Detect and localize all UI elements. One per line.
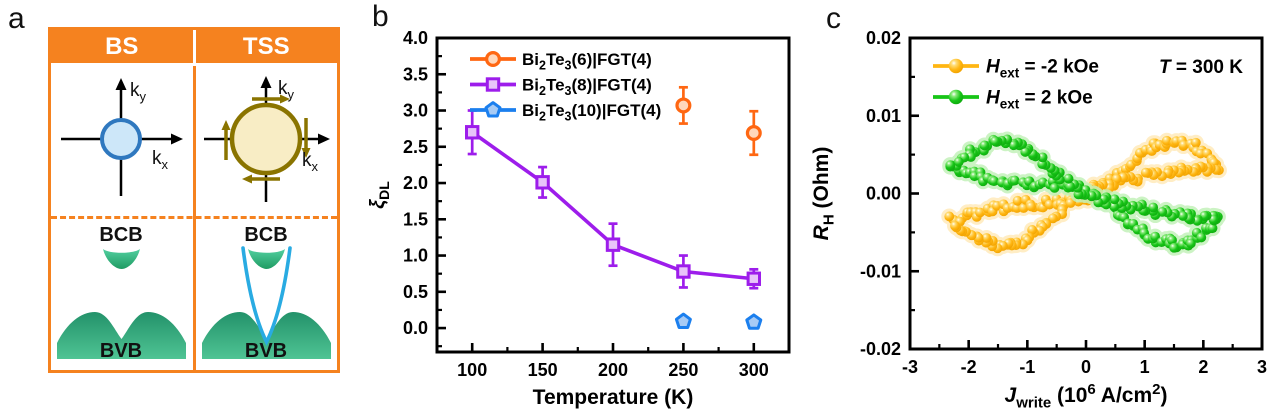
y-tick-label: 0.01 bbox=[866, 106, 901, 126]
x-tick-label: 1 bbox=[1140, 357, 1150, 377]
bs-fermi-circle bbox=[100, 118, 142, 160]
x-tick-label: 150 bbox=[528, 360, 558, 380]
dirac-cone-parabola bbox=[241, 246, 292, 347]
series-1 bbox=[465, 109, 762, 290]
bs-band-diagram: BCB BVB bbox=[57, 224, 186, 362]
tss-band-diagram: BCB BVB bbox=[202, 224, 331, 362]
legend-label: Bi2Te3(8)|FGT(4) bbox=[522, 76, 652, 98]
panel-a-table: BS TSS ky kx bbox=[48, 27, 340, 373]
y-tick-label: 1.5 bbox=[403, 209, 428, 229]
panel-a-body: ky kx bbox=[51, 66, 337, 370]
chart-xi-vs-temperature: 100 150 200 250 300 0.0 0.5 1.0 1.5 2.0 2.5 3.0 3.5 4… bbox=[367, 28, 791, 409]
kx-axis-arrow bbox=[318, 133, 330, 145]
y-tick-label: 0.02 bbox=[866, 28, 901, 48]
legend: Hext = -2 kOe Hext = 2 kOe bbox=[933, 57, 1099, 112]
panel-a-header-row: BS TSS bbox=[51, 30, 337, 66]
x-tick-label: -1 bbox=[1019, 357, 1035, 377]
tss-fermi-circle bbox=[229, 102, 303, 176]
y-tick-label: 4.0 bbox=[403, 28, 428, 48]
ky-label: ky bbox=[130, 80, 147, 104]
series-2 bbox=[674, 312, 763, 330]
x-tick-label: 2 bbox=[1198, 357, 1208, 377]
x-tick-label: -3 bbox=[902, 357, 918, 377]
bcb-label: BCB bbox=[99, 224, 142, 246]
legend-label: Bi2Te3(6)|FGT(4) bbox=[522, 50, 652, 72]
series-1-markers bbox=[945, 134, 1223, 253]
bs-kspace-diagram: ky kx bbox=[61, 78, 183, 196]
kx-axis-arrow bbox=[171, 133, 183, 145]
bvb-mountain bbox=[202, 312, 331, 359]
y-tick-label: -0.01 bbox=[860, 261, 901, 281]
tss-kspace-diagram: ky kx bbox=[204, 76, 330, 202]
tss-band-cell: BCB BVB bbox=[196, 219, 337, 370]
y-tick-label: 2.5 bbox=[403, 137, 428, 157]
spin-arrow-right-head bbox=[301, 148, 311, 158]
kx-label: kx bbox=[152, 148, 169, 172]
header-cell-bs: BS bbox=[105, 32, 139, 60]
temperature-annotation: T = 300 K bbox=[1159, 57, 1243, 78]
y-tick-label: 1.0 bbox=[403, 246, 428, 266]
bvb-mountain bbox=[57, 312, 186, 359]
bs-band-cell: BCB BVB bbox=[51, 219, 192, 370]
x-tick-label: -2 bbox=[961, 357, 977, 377]
axes: 100 150 200 250 300 0.0 0.5 1.0 1.5 2.0 2.5 3.0 3.5 4… bbox=[403, 28, 791, 380]
y-tick-label: -0.02 bbox=[860, 339, 901, 359]
bvb-label: BVB bbox=[100, 340, 142, 362]
x-tick-label: 100 bbox=[457, 360, 487, 380]
ky-label: ky bbox=[278, 78, 295, 102]
y-axis-title: ξDL bbox=[367, 181, 392, 209]
y-tick-label: 0.5 bbox=[403, 282, 428, 302]
x-tick-label: 3 bbox=[1257, 357, 1267, 377]
x-tick-label: 300 bbox=[739, 360, 769, 380]
y-tick-label: 3.0 bbox=[403, 101, 428, 121]
x-axis-title: Jwrite (106 A/cm2) bbox=[1005, 381, 1168, 411]
ky-axis-arrow bbox=[260, 76, 272, 88]
axes: -3 -2 -1 0 1 2 3 -0.02 -0.01 0.00 0.01 0.02 bbox=[860, 28, 1267, 377]
legend-label: Hext = -2 kOe bbox=[986, 57, 1099, 81]
x-tick-label: 200 bbox=[598, 360, 628, 380]
kx-label: kx bbox=[302, 150, 319, 174]
y-tick-label: 0.0 bbox=[403, 318, 428, 338]
bcb-cone bbox=[248, 249, 285, 269]
tss-kspace-cell: ky kx bbox=[196, 66, 337, 216]
panel-b-letter: b bbox=[372, 0, 389, 33]
legend-label: Bi2Te3(10)|FGT(4) bbox=[522, 101, 661, 123]
chart-hall-hysteresis: -3 -2 -1 0 1 2 3 -0.02 -0.01 0.00 0.01 0.02 Jwrite (… bbox=[810, 28, 1267, 411]
x-axis-title: Temperature (K) bbox=[533, 386, 694, 409]
bs-kspace-cell: ky kx bbox=[51, 66, 192, 216]
bcb-label: BCB bbox=[244, 224, 287, 246]
y-axis-title: RH (Ohm) bbox=[810, 147, 837, 241]
bcb-cone bbox=[103, 249, 140, 269]
x-tick-label: 250 bbox=[668, 360, 698, 380]
series-0 bbox=[675, 85, 762, 157]
legend: Bi2Te3(6)|FGT(4) Bi2Te3(8)|FGT(4) Bi2Te3(1… bbox=[470, 50, 661, 123]
spin-arrow-top-head bbox=[280, 94, 290, 104]
spin-arrow-bottom-head bbox=[242, 174, 252, 184]
series-0-markers bbox=[944, 135, 1224, 254]
ky-axis-arrow bbox=[115, 78, 127, 90]
legend-label: Hext = 2 kOe bbox=[986, 88, 1093, 112]
spin-arrow-left-head bbox=[221, 120, 231, 130]
bvb-label: BVB bbox=[245, 340, 287, 362]
dashed-row-divider bbox=[51, 216, 337, 219]
header-cell-tss: TSS bbox=[192, 30, 338, 63]
x-tick-label: 0 bbox=[1081, 357, 1091, 377]
y-tick-label: 2.0 bbox=[403, 173, 428, 193]
panel-a-letter: a bbox=[8, 2, 25, 35]
y-tick-label: 0.00 bbox=[866, 184, 901, 204]
panel-c-letter: c bbox=[826, 2, 841, 35]
spin-momentum-arrows bbox=[221, 94, 311, 184]
y-tick-label: 3.5 bbox=[403, 64, 428, 84]
